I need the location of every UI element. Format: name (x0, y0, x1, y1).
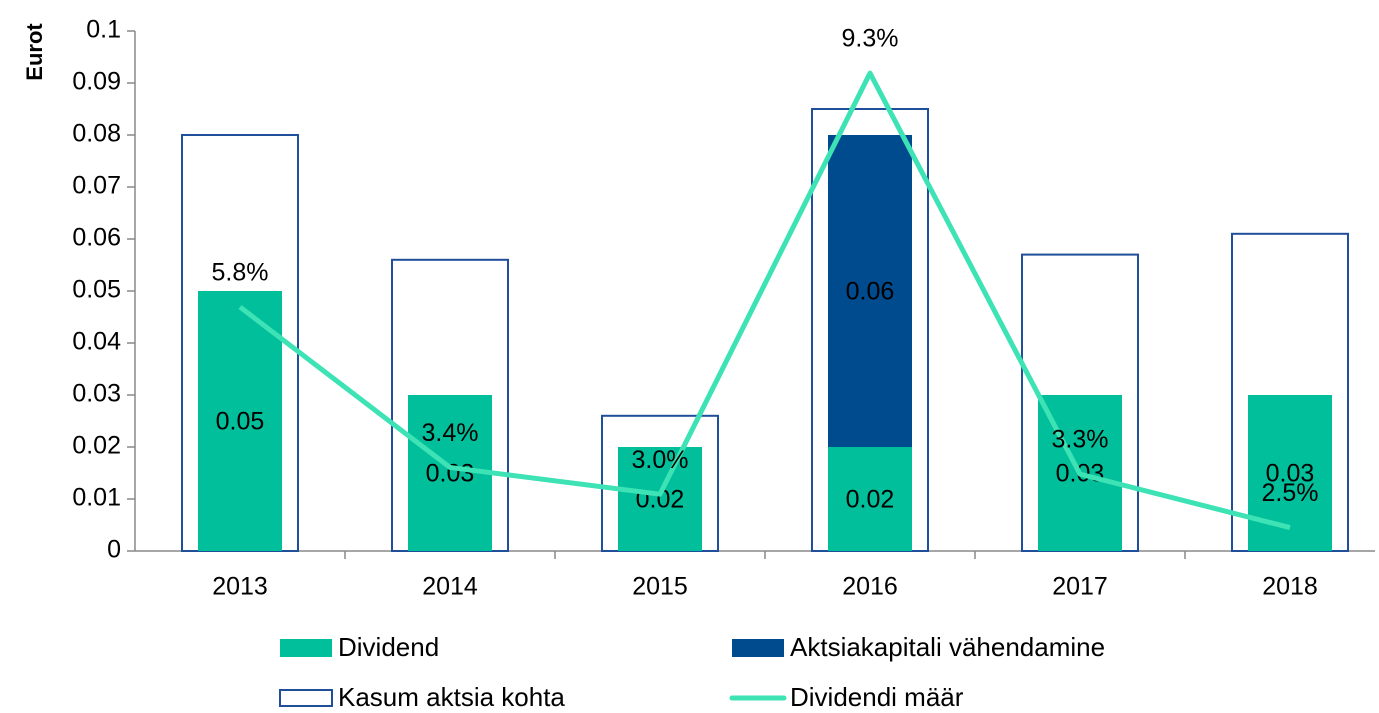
legend-swatch (279, 689, 333, 707)
legend-label: Kasum aktsia kohta (338, 682, 565, 712)
legend-label: Aktsiakapitali vähendamine (790, 632, 1105, 662)
legend-label: Dividend (338, 632, 439, 662)
bar-value-label: 0.03 (426, 460, 475, 488)
legend-label: Dividendi määr (790, 682, 964, 712)
line-value-label: 5.8% (212, 259, 269, 287)
y-tick-label: 0.06 (72, 224, 121, 252)
legend-swatch (280, 639, 332, 657)
legend-swatch (732, 639, 784, 657)
y-tick-label: 0.04 (72, 328, 121, 356)
line (238, 70, 1291, 531)
line-value-label: 3.3% (1052, 426, 1109, 454)
x-tick-label: 2017 (1052, 573, 1108, 601)
y-tick-label: 0.07 (72, 172, 121, 200)
y-tick-label: 0.05 (72, 276, 121, 304)
bar (618, 447, 702, 551)
y-tick-label: 0.01 (72, 484, 121, 512)
y-tick-label: 0.02 (72, 432, 121, 460)
x-tick-label: 2016 (842, 573, 898, 601)
bar (1248, 395, 1332, 551)
y-axis-label: Eurot (22, 23, 47, 81)
bar (198, 291, 282, 551)
y-tick-label: 0.08 (72, 120, 121, 148)
bar-value-label: 0.03 (1266, 460, 1315, 488)
bar (828, 447, 912, 551)
line-value-label: 3.4% (422, 419, 479, 447)
x-tick-label: 2014 (422, 573, 478, 601)
y-tick-label: 0.09 (72, 68, 121, 96)
y-tick-label: 0.03 (72, 380, 121, 408)
line-value-label: 2.5% (1262, 479, 1319, 507)
bar-value-label: 0.02 (846, 486, 895, 514)
bar (828, 135, 912, 447)
line-value-label: 3.0% (632, 446, 689, 474)
x-tick-label: 2015 (632, 573, 688, 601)
bar-value-label: 0.06 (846, 278, 895, 306)
y-tick-label: 0.1 (86, 16, 121, 44)
x-tick-label: 2013 (212, 573, 268, 601)
x-tick-label: 2018 (1262, 573, 1318, 601)
line-value-label: 9.3% (842, 25, 899, 53)
y-tick-label: 0 (107, 536, 121, 564)
bar-value-label: 0.05 (216, 408, 265, 436)
